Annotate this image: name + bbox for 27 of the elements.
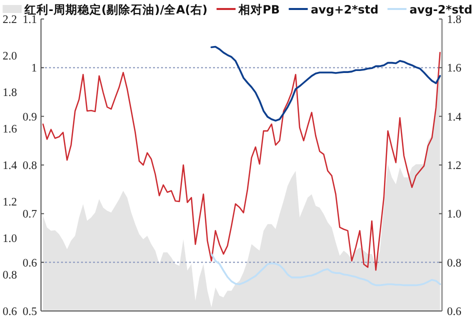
y2-tick-label: 1.8	[447, 14, 462, 26]
y3-tick-label: 1.4	[2, 160, 18, 172]
legend-label: avg+2*std	[310, 2, 378, 16]
y-tick-label: 1	[31, 62, 38, 75]
y2-tick-label: 1.4	[447, 111, 462, 124]
y2-tick-label: 1.6	[447, 62, 462, 75]
y3-tick-label: 1.2	[2, 196, 18, 208]
y-tick-label: 0.8	[22, 160, 38, 172]
y2-tick-label: 1.0	[447, 208, 462, 221]
y-tick-label: 0.7	[22, 208, 38, 221]
y3-tick-label: 1.8	[2, 87, 18, 99]
y-tick-label: 0.9	[22, 111, 38, 124]
y3-tick-label: 1.6	[2, 124, 18, 136]
legend-label: 相对PB	[238, 2, 280, 16]
y3-tick-label: 1.0	[2, 233, 18, 245]
y3-tick-label: 0.8	[2, 270, 18, 282]
y2-tick-label: 0.6	[447, 306, 462, 318]
y3-tick-label: 2.0	[2, 50, 18, 62]
legend-label: avg-2*std	[409, 2, 472, 16]
y2-tick-label: 0.8	[447, 257, 462, 270]
y2-tick-label: 1.2	[447, 160, 462, 172]
y-tick-label: 1.1	[22, 14, 38, 26]
y-tick-label: 0.6	[22, 257, 38, 270]
legend-label: 红利-周期稳定(剔除石油)/全A(右)	[24, 2, 208, 16]
y3-tick-label: 2.2	[2, 14, 18, 26]
y-tick-label: 0.5	[22, 306, 38, 318]
y3-tick-label: 0.6	[2, 306, 18, 318]
